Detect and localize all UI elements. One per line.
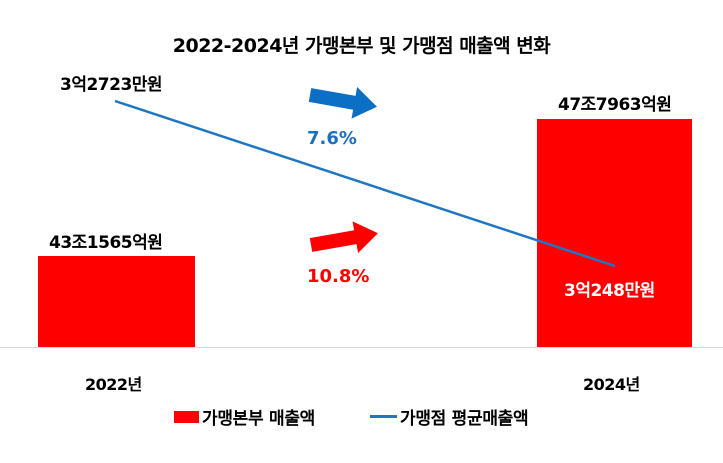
x-axis-line bbox=[0, 347, 723, 348]
legend-bar-swatch-icon bbox=[174, 410, 199, 423]
blue-arrow-icon bbox=[308, 87, 377, 119]
red-arrow-icon bbox=[309, 221, 378, 253]
avg-sales-line bbox=[114, 99, 616, 268]
bar-2024 bbox=[537, 119, 692, 347]
legend-line-swatch-icon bbox=[370, 415, 397, 418]
chart-title: 2022-2024년 가맹본부 및 가맹점 매출액 변화 bbox=[172, 35, 551, 57]
line-2022-label: 3억2723만원 bbox=[60, 75, 163, 95]
legend-item-hq-sales: 가맹본부 매출액 bbox=[174, 404, 315, 429]
avg-sales-change-pct: 7.6% bbox=[307, 128, 357, 149]
legend-item-avg-sales: 가맹점 평균매출액 bbox=[370, 404, 529, 429]
hq-sales-change-pct: 10.8% bbox=[307, 266, 370, 287]
legend-bar-label: 가맹본부 매출액 bbox=[202, 409, 315, 429]
bar-2024-label: 47조7963억원 bbox=[558, 95, 672, 115]
bar-2022-label: 43조1565억원 bbox=[49, 233, 163, 253]
legend: 가맹본부 매출액 가맹점 평균매출액 bbox=[0, 404, 723, 429]
x-tick-2022: 2022년 bbox=[85, 375, 142, 394]
legend-line-label: 가맹점 평균매출액 bbox=[400, 409, 529, 429]
line-2024-label: 3억248만원 bbox=[564, 281, 655, 301]
bar-2022 bbox=[38, 256, 195, 347]
x-tick-2024: 2024년 bbox=[583, 375, 640, 394]
